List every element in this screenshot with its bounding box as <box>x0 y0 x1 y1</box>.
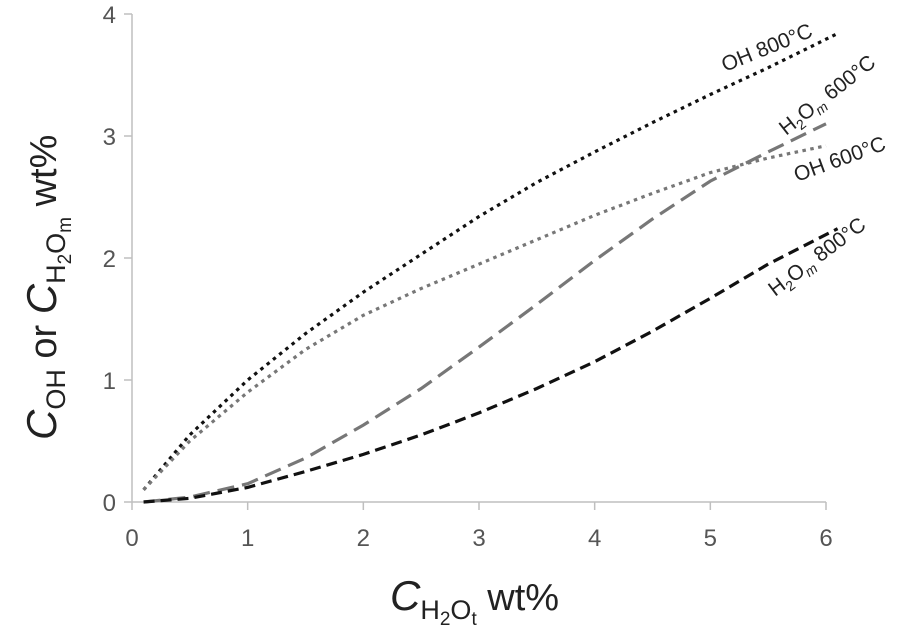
series-label-h2om600: H2Om 600°C <box>775 51 882 143</box>
series-line-h2om600 <box>143 122 827 504</box>
series-label-oh600: OH 600°C <box>791 132 889 186</box>
x-tick-label: 3 <box>472 525 485 552</box>
y-tick-label: 2 <box>103 246 116 273</box>
x-tick-label: 2 <box>357 525 370 552</box>
axes-layer: 0 1 2 3 4 5 6 0 1 2 3 4 <box>103 2 833 552</box>
series-line-oh800 <box>142 32 839 491</box>
y-tick-label: 0 <box>103 490 116 517</box>
x-tick-label: 4 <box>588 525 601 552</box>
y-tick-label: 3 <box>103 124 116 151</box>
series-labels-layer: OH 800°CH2Om 600°COH 600°CH2Om 800°C <box>718 19 889 301</box>
series-line-oh600 <box>142 144 827 491</box>
y-axis-title: COH or CH2Om wt% <box>18 135 76 440</box>
x-tick-label: 5 <box>704 525 717 552</box>
series-line-h2om800 <box>143 227 839 504</box>
series-label-oh800: OH 800°C <box>718 19 816 76</box>
series-layer <box>142 32 839 504</box>
x-tick-label: 0 <box>125 525 138 552</box>
x-tick-label: 1 <box>241 525 254 552</box>
x-axis-title: CH2Ot wt% <box>390 572 559 628</box>
x-tick-label: 6 <box>819 525 832 552</box>
y-tick-label: 4 <box>103 2 116 29</box>
y-tick-label: 1 <box>103 368 116 395</box>
